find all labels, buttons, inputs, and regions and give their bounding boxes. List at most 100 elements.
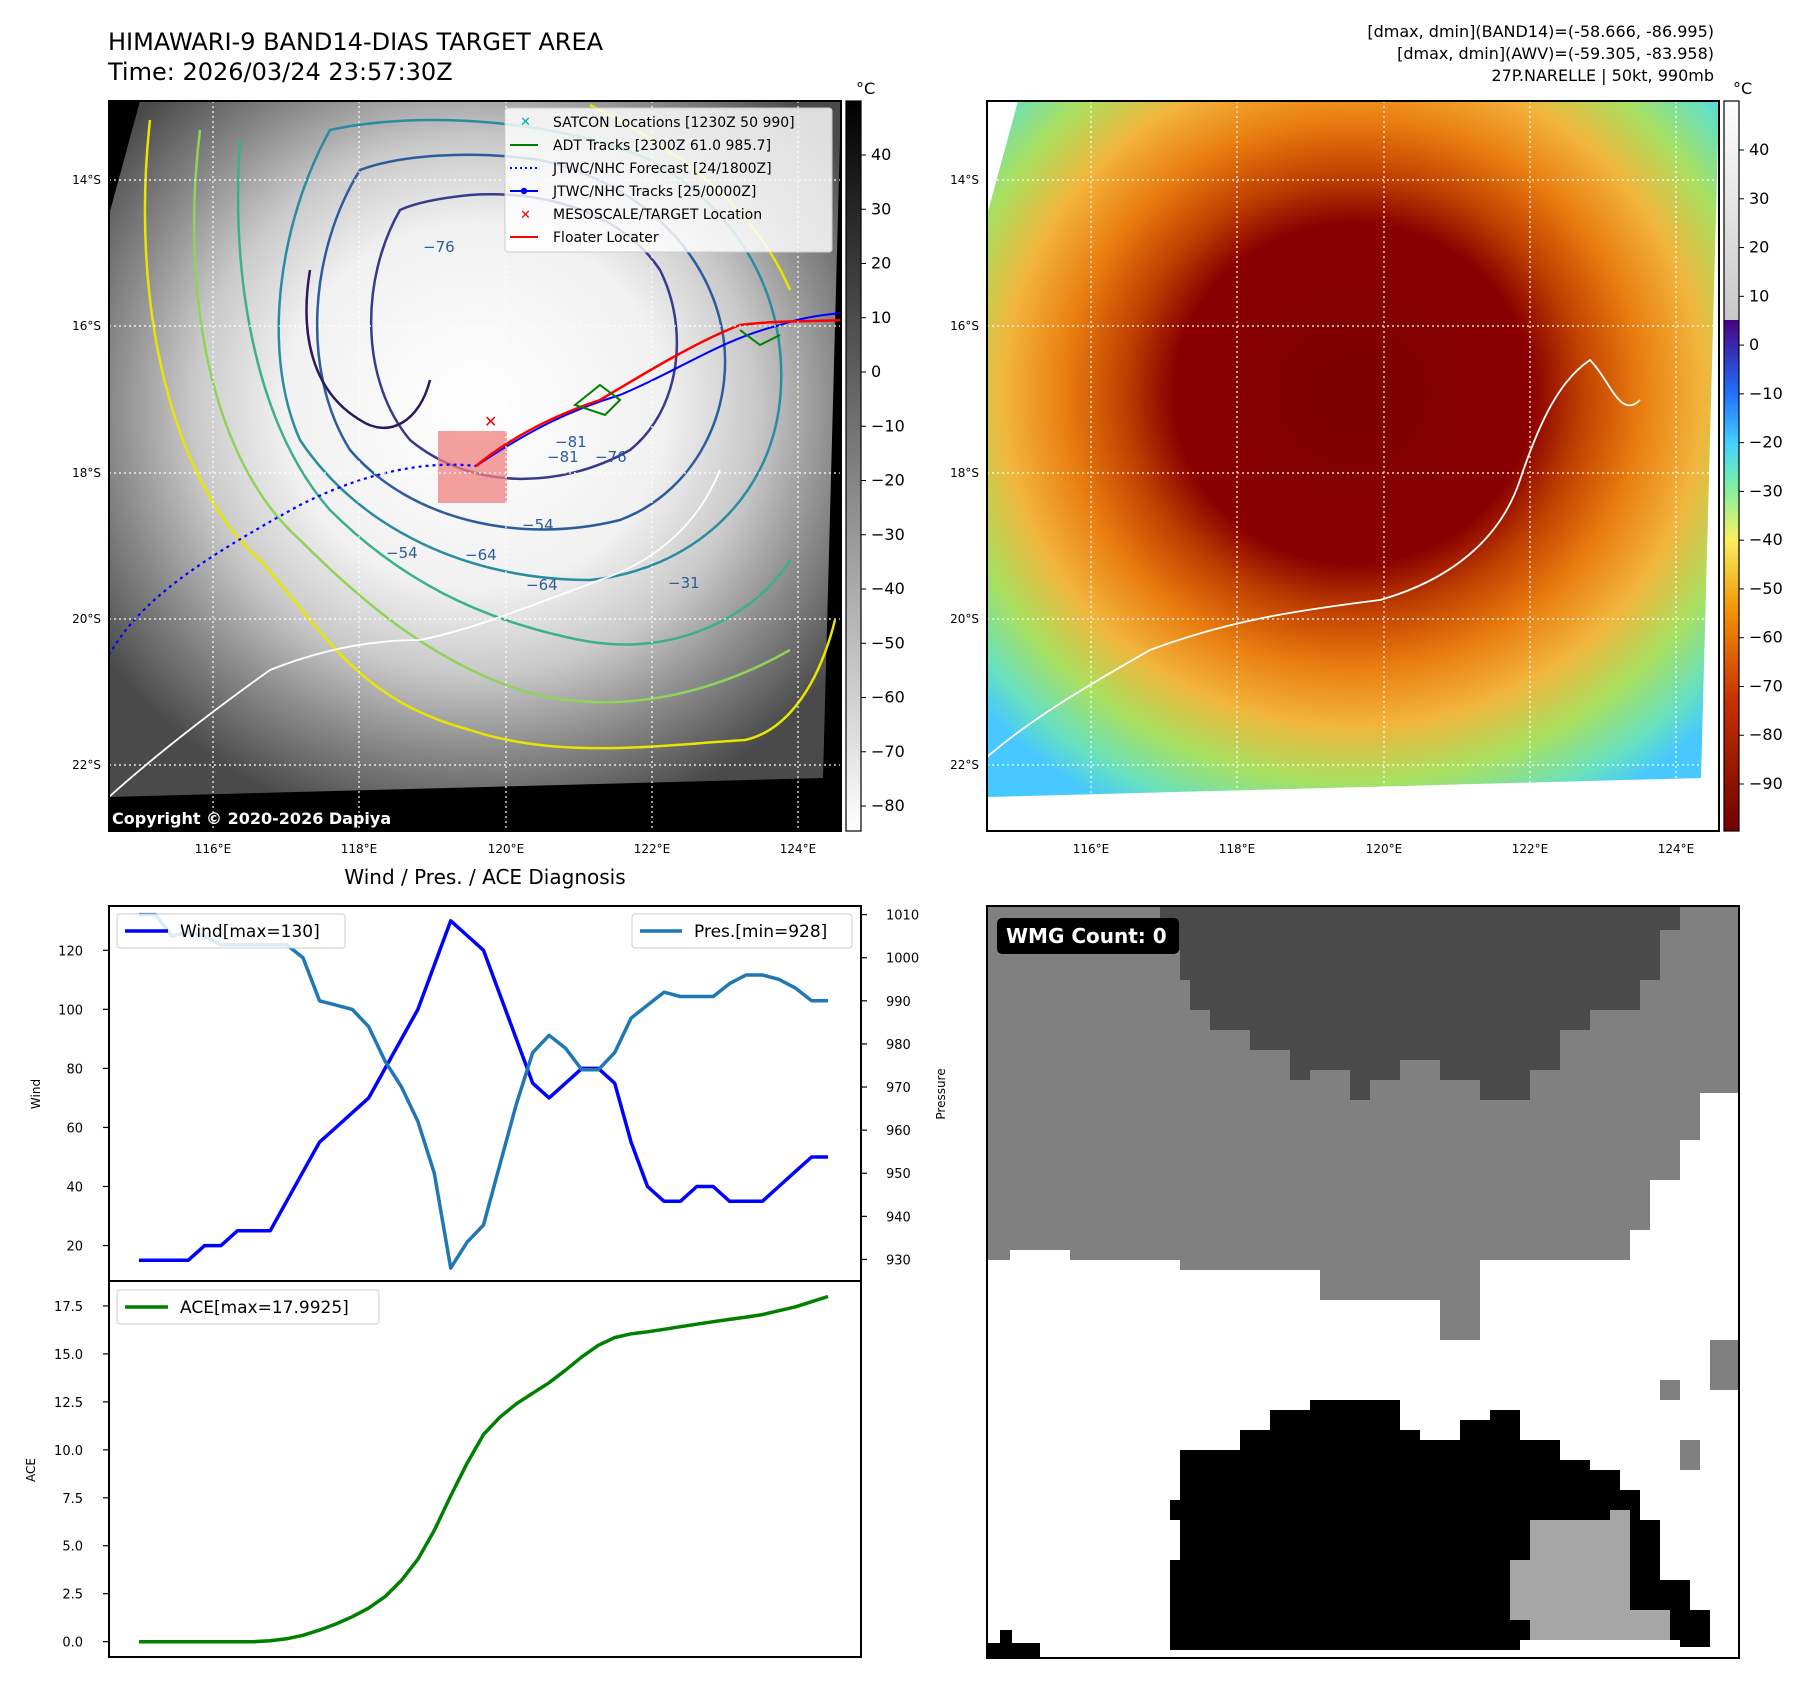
contour-label: −81 bbox=[555, 433, 587, 451]
colorbar-tick-label: −40 bbox=[871, 579, 905, 598]
colorbar-tick-label: 20 bbox=[871, 254, 891, 273]
wind-tick-label: 40 bbox=[66, 1181, 83, 1196]
colorbar-tick-label: 0 bbox=[1749, 335, 1759, 354]
legend-label: JTWC/NHC Forecast [24/1800Z] bbox=[552, 161, 772, 177]
lat-label: 20°S bbox=[950, 612, 979, 626]
ace-plot-area bbox=[108, 1280, 862, 1658]
chart-title: Wind / Pres. / ACE Diagnosis bbox=[344, 865, 625, 889]
wind-tick-label: 60 bbox=[66, 1121, 83, 1136]
lon-label: 124°E bbox=[1658, 842, 1695, 856]
contour-label: −76 bbox=[423, 238, 455, 256]
mesoscale-marker-icon: ✕ bbox=[484, 412, 497, 431]
pressure-tick-label: 980 bbox=[886, 1038, 911, 1053]
jtwc-forecast-track bbox=[109, 463, 477, 656]
wmg-count-label: WMG Count: 0 bbox=[1006, 924, 1167, 948]
colorbar-tick-label: −70 bbox=[1749, 676, 1783, 695]
colorbar-tick-label: 10 bbox=[1749, 286, 1769, 305]
wmg-region-patches bbox=[1660, 1340, 1739, 1470]
figure-time: Time: 2026/03/24 23:57:30Z bbox=[108, 58, 453, 86]
colorbar-tick-label: −80 bbox=[871, 796, 905, 815]
pressure-legend-box bbox=[631, 913, 853, 949]
wind-pressure-chart: Wind / Pres. / ACE Diagnosis Wind Pressu… bbox=[29, 865, 948, 1282]
ir-lon-labels: 116°E 118°E 120°E 122°E 124°E bbox=[195, 842, 817, 856]
ace-legend-label: ACE[max=17.9925] bbox=[180, 1298, 349, 1318]
awv-colorbar bbox=[1723, 100, 1740, 832]
colorbar-tick-label: −70 bbox=[871, 742, 905, 761]
ir-lat-labels: 14°S 16°S 18°S 20°S 22°S bbox=[72, 173, 101, 772]
contour-label: −76 bbox=[595, 448, 627, 466]
ace-tick-label: 15.0 bbox=[54, 1348, 83, 1363]
pressure-tick-label: 950 bbox=[886, 1167, 911, 1182]
lon-label: 124°E bbox=[780, 842, 817, 856]
colorbar-tick-label: 40 bbox=[871, 145, 891, 164]
storm-info: 27P.NARELLE | 50kt, 990mb bbox=[1491, 66, 1714, 85]
awv-colorbar-ticks: 40 30 20 10 0 −10 −20 −30 −40 −50 −60 −70 −80 −90 bbox=[1739, 140, 1783, 793]
pressure-tick-label: 1000 bbox=[886, 952, 919, 967]
awv-gridlines bbox=[987, 101, 1719, 831]
track-dot-icon bbox=[520, 187, 528, 195]
ir-map-panel: ✕ −76 −81 −76 −54 −64 −54 −81 −64 −31 Copyright … bbox=[72, 79, 905, 856]
ir-legend: ✕ ✕ SATCON Locations [1230Z 50 990] ADT … bbox=[504, 107, 833, 253]
awv-lat-labels: 14°S 16°S 18°S 20°S 22°S bbox=[950, 173, 979, 772]
lat-label: 18°S bbox=[72, 466, 101, 480]
colorbar-tick-label: 30 bbox=[871, 199, 891, 218]
pressure-tick-label: 940 bbox=[886, 1210, 911, 1225]
colorbar-tick-label: −80 bbox=[1749, 725, 1783, 744]
stat-awv: [dmax, dmin](AWV)=(-59.305, -83.958) bbox=[1397, 44, 1714, 63]
contour-label: −54 bbox=[386, 544, 418, 562]
wind-tick-label: 100 bbox=[58, 1003, 83, 1018]
legend-label: SATCON Locations [1230Z 50 990] bbox=[553, 115, 795, 131]
satcon-marker-icon: ✕ bbox=[520, 115, 531, 130]
awv-lon-labels: 116°E 118°E 120°E 122°E 124°E bbox=[1073, 842, 1695, 856]
legend-label: MESOSCALE/TARGET Location bbox=[553, 207, 762, 223]
lat-label: 18°S bbox=[950, 466, 979, 480]
colorbar-tick-label: −90 bbox=[1749, 774, 1783, 793]
pressure-tick-label: 990 bbox=[886, 995, 911, 1010]
wind-axis-label: Wind bbox=[29, 1079, 43, 1109]
lat-label: 16°S bbox=[950, 319, 979, 333]
colorbar-tick-label: −10 bbox=[1749, 384, 1783, 403]
lon-label: 120°E bbox=[1366, 842, 1403, 856]
contour-label: −31 bbox=[668, 574, 700, 592]
lat-label: 14°S bbox=[72, 173, 101, 187]
legend-label: ADT Tracks [2300Z 61.0 985.7] bbox=[553, 138, 771, 154]
wmg-region-light bbox=[1510, 1510, 1670, 1640]
pressure-legend: Pres.[min=928] bbox=[631, 913, 853, 949]
awv-map-panel: 14°S 16°S 18°S 20°S 22°S 116°E 118°E 120… bbox=[950, 79, 1783, 856]
awv-coastline bbox=[987, 358, 1641, 758]
wind-legend-label: Wind[max=130] bbox=[180, 922, 320, 942]
lon-label: 122°E bbox=[1512, 842, 1549, 856]
contour-label: −81 bbox=[547, 448, 579, 466]
pressure-axis-label: Pressure bbox=[934, 1068, 948, 1119]
colorbar-tick-label: −60 bbox=[1749, 628, 1783, 647]
wmg-count-badge bbox=[997, 918, 1179, 954]
pressure-tick-label: 970 bbox=[886, 1081, 911, 1096]
lat-label: 16°S bbox=[72, 319, 101, 333]
ace-chart: ACE 0.0 2.5 5.0 7.5 10.0 12.5 15.0 17.5 ACE[max… bbox=[24, 1280, 862, 1658]
ace-tick-label: 0.0 bbox=[62, 1636, 83, 1651]
awv-map-frame bbox=[986, 100, 1720, 832]
colorbar-tick-label: 30 bbox=[1749, 189, 1769, 208]
colorbar-tick-label: −40 bbox=[1749, 530, 1783, 549]
colorbar-tick-label: −30 bbox=[871, 525, 905, 544]
ace-tick-label: 17.5 bbox=[54, 1300, 83, 1315]
lat-label: 20°S bbox=[72, 612, 101, 626]
pressure-y-ticks: 930 940 950 960 970 980 990 1000 1010 bbox=[861, 909, 919, 1268]
ir-map-frame bbox=[108, 100, 842, 832]
ir-contour-labels: −76 −81 −76 −54 −64 −54 −81 −64 −31 bbox=[386, 238, 700, 594]
ace-tick-label: 5.0 bbox=[62, 1540, 83, 1555]
colorbar-tick-label: −50 bbox=[871, 633, 905, 652]
ace-tick-label: 2.5 bbox=[62, 1588, 83, 1603]
lon-label: 116°E bbox=[195, 842, 232, 856]
wmg-region-dark bbox=[1160, 906, 1680, 1100]
floater-track bbox=[475, 318, 841, 467]
lat-label: 22°S bbox=[950, 758, 979, 772]
pressure-tick-label: 960 bbox=[886, 1124, 911, 1139]
awv-image bbox=[987, 101, 1719, 797]
wmg-region-corner bbox=[987, 1630, 1040, 1658]
ace-y-ticks: 0.0 2.5 5.0 7.5 10.0 12.5 15.0 17.5 bbox=[54, 1300, 109, 1651]
lon-label: 118°E bbox=[341, 842, 378, 856]
ace-tick-label: 12.5 bbox=[54, 1396, 83, 1411]
lon-label: 118°E bbox=[1219, 842, 1256, 856]
contour-label: −64 bbox=[526, 576, 558, 594]
